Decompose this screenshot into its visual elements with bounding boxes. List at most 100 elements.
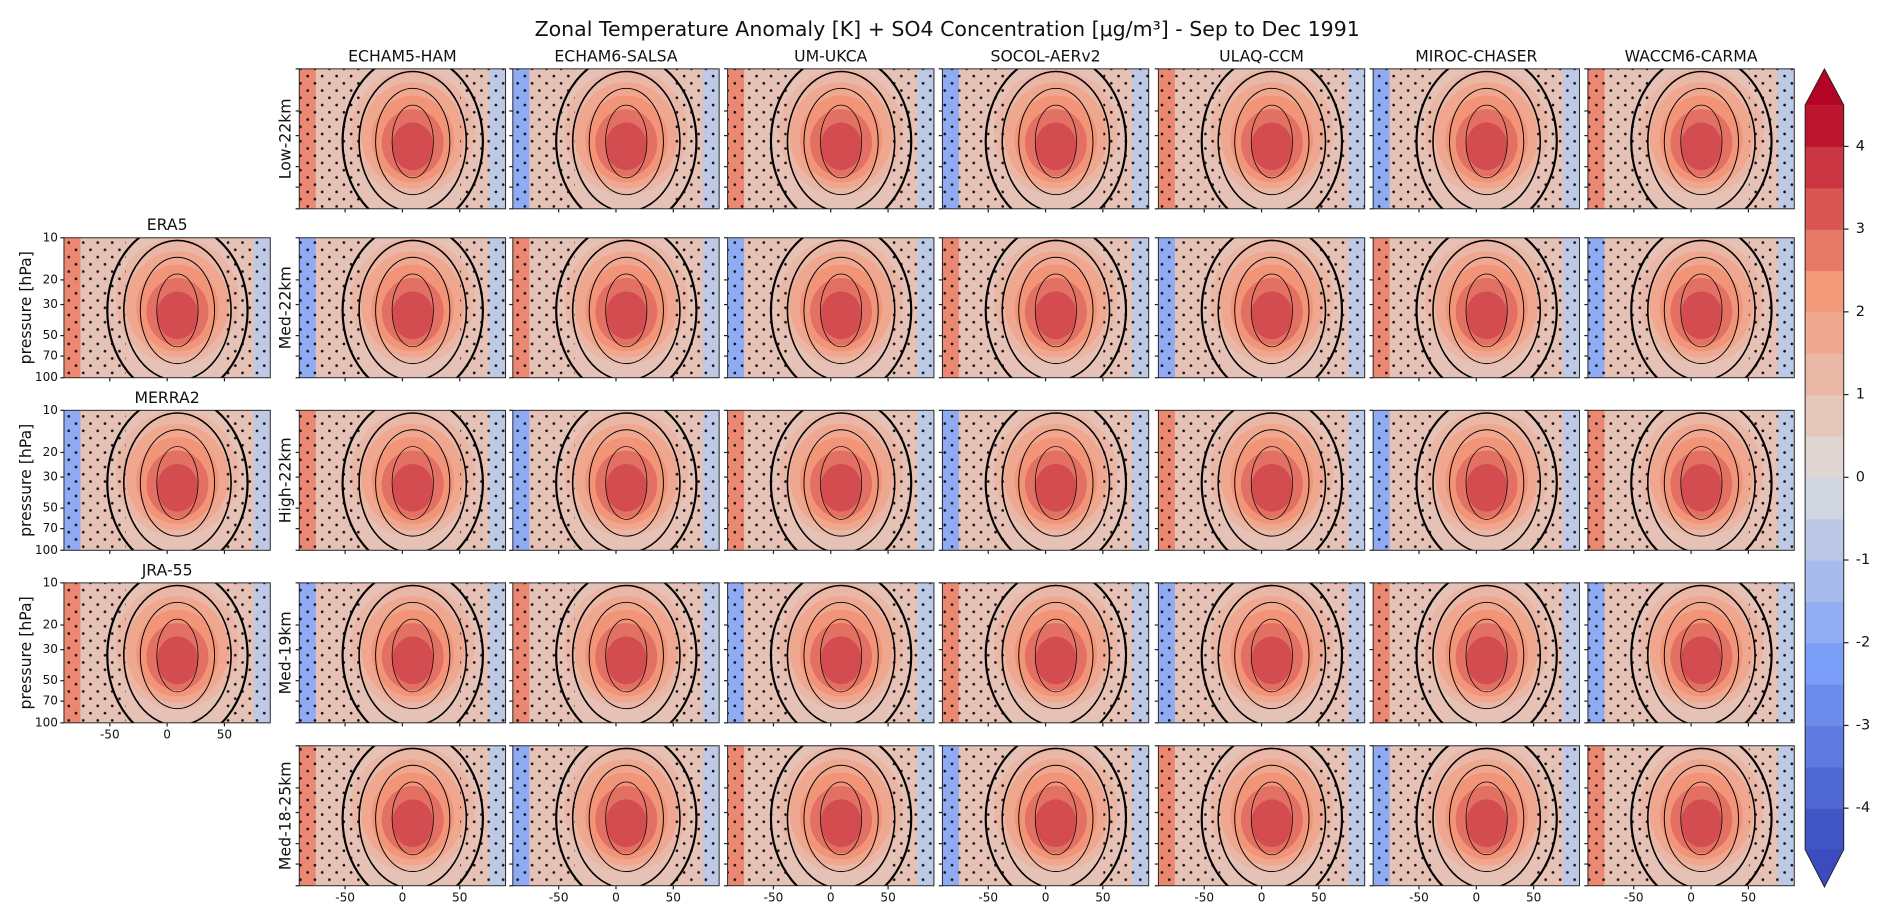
field-blob xyxy=(605,122,647,171)
colorbar-tick-label: 4 xyxy=(1856,138,1865,154)
x-tick-label: 50 xyxy=(666,890,681,904)
so4-contour xyxy=(1234,256,1310,365)
so4-contour xyxy=(588,764,664,873)
so4-contour xyxy=(1663,256,1740,365)
row-label: Med-18-25km xyxy=(275,761,294,870)
so4-contour xyxy=(123,412,232,551)
panel xyxy=(727,745,934,886)
so4-contour xyxy=(1001,70,1111,209)
panel xyxy=(1587,410,1795,551)
panel xyxy=(512,68,720,209)
so4-contour xyxy=(555,237,698,378)
panel xyxy=(942,745,1149,886)
so4-contour xyxy=(341,745,484,886)
stipple xyxy=(299,410,362,551)
field-blob xyxy=(392,799,434,848)
so4-contour xyxy=(391,618,434,693)
x-tick-label: 0 xyxy=(827,890,835,904)
stipple xyxy=(1373,582,1436,723)
so4-contour xyxy=(555,410,698,551)
so4-contour xyxy=(1646,584,1756,723)
so4-contour xyxy=(984,582,1128,723)
so4-contour xyxy=(1234,764,1310,873)
panel xyxy=(942,237,1149,378)
so4-contour xyxy=(1630,410,1773,551)
so4-contour xyxy=(571,584,681,723)
field-blob xyxy=(820,636,862,685)
panel xyxy=(299,410,506,551)
panel xyxy=(1373,237,1580,378)
panel xyxy=(1373,745,1580,886)
so4-contour xyxy=(1217,747,1327,886)
so4-contour xyxy=(786,584,896,723)
so4-contour xyxy=(786,747,896,886)
so4-contour xyxy=(375,429,451,537)
y-tick-label: 50 xyxy=(43,673,58,687)
colorbar-step xyxy=(1805,353,1844,396)
so4-contour xyxy=(1034,104,1077,179)
colorbar-tick-label: -1 xyxy=(1856,552,1870,568)
y-tick-label: 50 xyxy=(43,501,58,515)
so4-contour xyxy=(1630,745,1773,886)
stipple xyxy=(727,410,790,551)
panel xyxy=(299,237,506,378)
y-tick-label: 30 xyxy=(43,642,58,656)
so4-contour xyxy=(571,747,681,886)
colorbar-step xyxy=(1805,146,1844,189)
panel xyxy=(1158,745,1365,886)
stipple xyxy=(1373,68,1436,209)
column-title: ULAQ-CCM xyxy=(1219,46,1304,65)
stipple xyxy=(942,745,1005,886)
field-blob xyxy=(1035,636,1077,685)
so4-contour xyxy=(1415,237,1558,378)
so4-contour xyxy=(1018,429,1094,537)
so4-contour xyxy=(1465,618,1508,693)
y-axis-label: pressure [hPa] xyxy=(16,251,35,364)
so4-contour xyxy=(1217,70,1327,209)
colorbar-tick-label: 0 xyxy=(1856,469,1865,485)
field-blob xyxy=(1251,291,1293,340)
x-tick-label: 0 xyxy=(399,890,407,904)
stipple xyxy=(512,582,575,723)
so4-contour xyxy=(1680,273,1723,348)
stipple xyxy=(299,237,362,378)
so4-contour xyxy=(341,68,484,209)
so4-contour xyxy=(375,87,451,196)
field-blob xyxy=(1680,463,1723,512)
stipple xyxy=(1373,745,1436,886)
colorbar-step xyxy=(1805,560,1844,602)
so4-contour xyxy=(1250,273,1293,348)
field-blob xyxy=(392,636,434,685)
stipple xyxy=(1158,237,1221,378)
so4-contour xyxy=(1449,601,1525,710)
so4-contour xyxy=(358,70,468,209)
stipple xyxy=(512,237,575,378)
so4-contour xyxy=(820,618,863,693)
stipple xyxy=(1373,237,1436,378)
x-tick-label: -50 xyxy=(549,890,569,904)
so4-contour xyxy=(1034,446,1077,520)
panel xyxy=(299,68,506,209)
panel xyxy=(1373,582,1580,723)
y-tick-label: 100 xyxy=(35,715,58,729)
so4-contour xyxy=(1680,781,1723,856)
x-tick-label: -50 xyxy=(1409,890,1429,904)
field-blob xyxy=(605,799,647,848)
so4-contour xyxy=(1217,584,1327,723)
x-tick-label: -50 xyxy=(335,890,355,904)
so4-contour xyxy=(1680,618,1723,693)
so4-contour xyxy=(605,618,648,693)
so4-contour xyxy=(156,618,199,693)
so4-contour xyxy=(1449,87,1525,196)
stipple xyxy=(63,410,126,551)
so4-contour xyxy=(341,237,484,378)
so4-contour xyxy=(1234,87,1310,196)
panel xyxy=(1587,68,1795,209)
y-tick-label: 70 xyxy=(43,349,58,363)
panel xyxy=(299,582,506,723)
so4-contour xyxy=(1630,582,1773,723)
y-axis-label: pressure [hPa] xyxy=(16,596,35,709)
so4-contour xyxy=(1630,68,1773,209)
so4-contour xyxy=(1200,582,1344,723)
so4-contour xyxy=(1663,601,1740,710)
